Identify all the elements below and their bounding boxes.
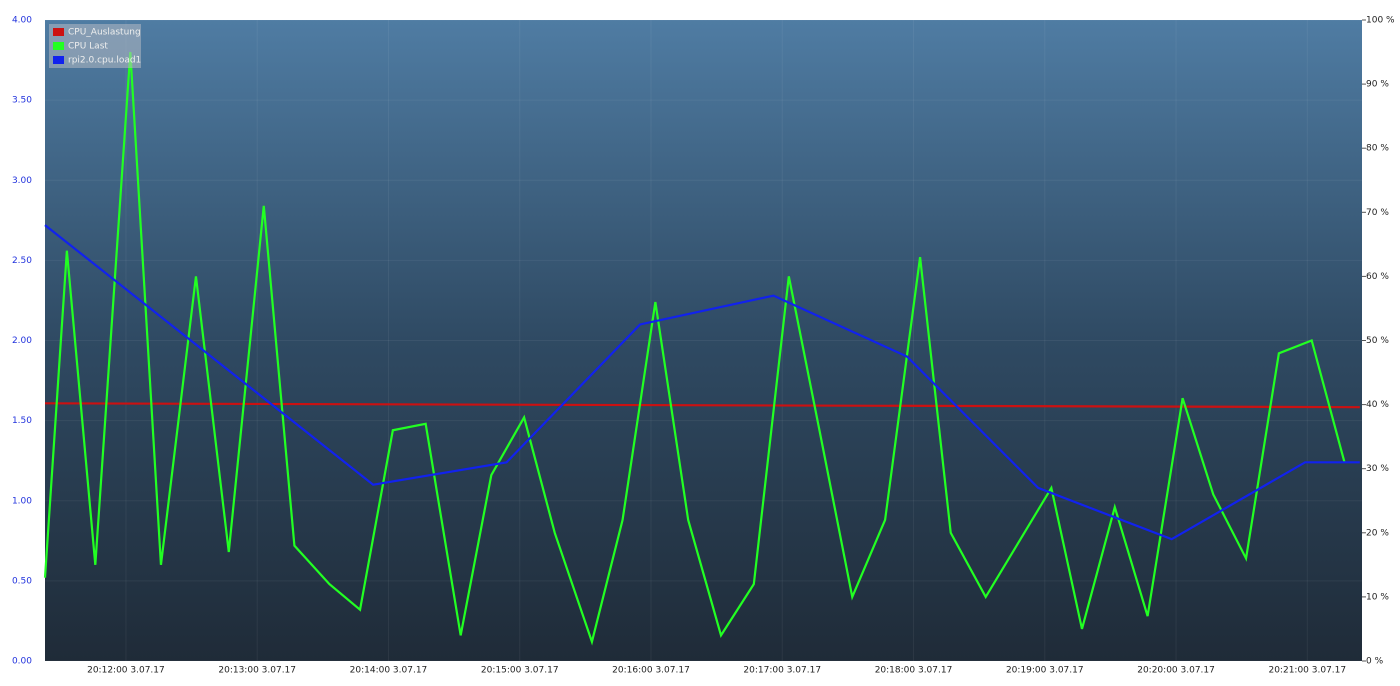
y2-tick-label: 30 % [1366,464,1389,474]
y2-tick-label: 70 % [1366,208,1389,218]
x-tick-label: 20:20:00 3.07.17 [1137,666,1215,676]
legend-swatch [53,56,64,64]
legend-swatch [53,42,64,50]
y2-tick-label: 60 % [1366,272,1389,282]
x-tick-label: 20:16:00 3.07.17 [612,666,690,676]
y-tick-label: 2.00 [12,336,32,346]
y2-tick-label: 80 % [1366,144,1389,154]
y2-tick-label: 100 % [1366,16,1395,26]
plot-area [45,20,1362,661]
y2-tick-label: 40 % [1366,400,1389,410]
y-tick-label: 2.50 [12,256,32,266]
x-tick-label: 20:14:00 3.07.17 [350,666,428,676]
y-tick-label: 3.50 [12,96,32,106]
series-line [44,402,1360,409]
y-tick-label: 0.00 [12,657,32,667]
y-tick-label: 1.50 [12,416,32,426]
y-tick-label: 1.00 [12,496,32,506]
series-line [44,224,1360,541]
x-tick-label: 20:19:00 3.07.17 [1006,666,1084,676]
x-tick-label: 20:12:00 3.07.17 [87,666,165,676]
y2-tick-label: 50 % [1366,336,1389,346]
legend-swatch [53,28,64,36]
x-tick-label: 20:18:00 3.07.17 [875,666,953,676]
legend-box [49,24,141,68]
legend-label: CPU Last [68,42,108,52]
x-tick-label: 20:21:00 3.07.17 [1268,666,1346,676]
y-tick-label: 4.00 [12,16,32,26]
x-tick-label: 20:15:00 3.07.17 [481,666,559,676]
legend-label: rpi2.0.cpu.load1 [68,56,141,66]
y2-tick-label: 20 % [1366,528,1389,538]
y2-tick-label: 90 % [1366,80,1389,90]
y-tick-label: 0.50 [12,576,32,586]
y-tick-label: 3.00 [12,176,32,186]
y2-tick-label: 10 % [1366,592,1389,602]
y2-tick-label: 0 % [1366,657,1384,667]
x-tick-label: 20:17:00 3.07.17 [743,666,821,676]
series-line [43,51,1346,646]
legend-label: CPU_Auslastung [68,28,141,38]
x-tick-label: 20:13:00 3.07.17 [218,666,296,676]
